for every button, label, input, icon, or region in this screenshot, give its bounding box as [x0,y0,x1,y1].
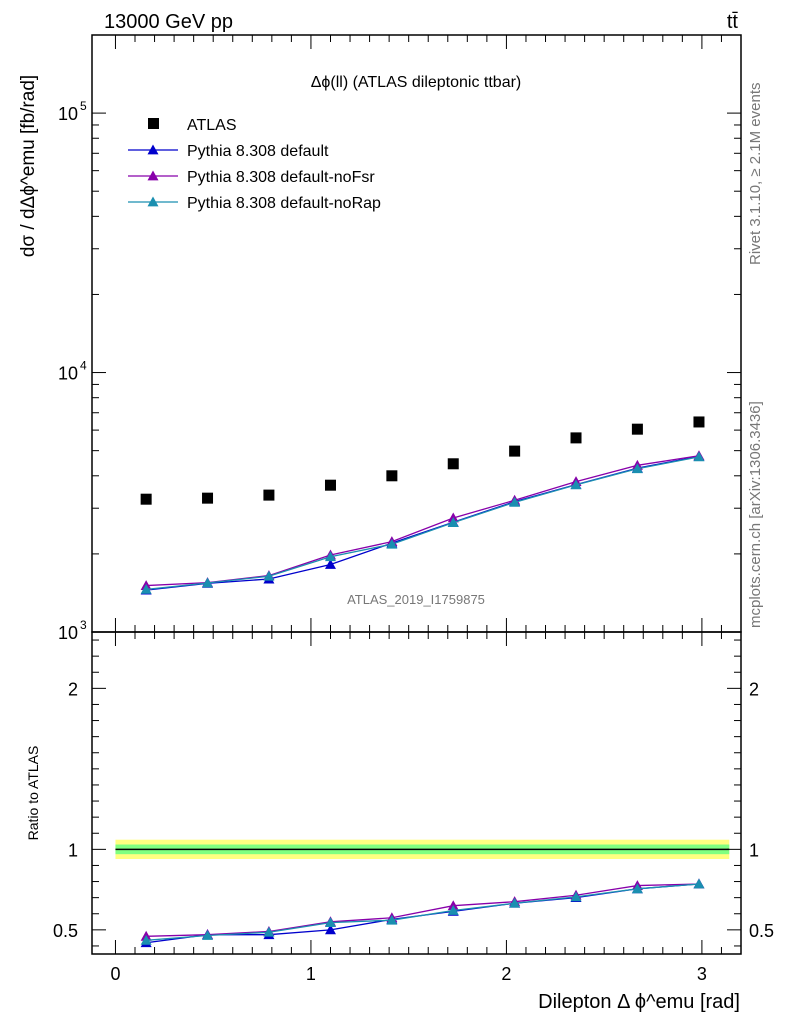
legend-marker [147,196,159,207]
data-point-atlas [386,470,398,482]
main-title: Δϕ(ll) (ATLAS dileptonic ttbar) [311,74,522,91]
energy-label: 13000 GeV pp [104,11,233,33]
data-point-atlas [631,423,643,435]
data-point-mc [140,583,152,594]
data-point-atlas [509,445,521,457]
ratio-y-tick-label-right: 1 [749,840,759,860]
ratio-y-tick-label: 0.5 [53,921,78,941]
data-point-atlas [570,432,582,444]
legend-label: Pythia 8.308 default-noRap [187,195,381,212]
mcplots-info: mcplots.cern.ch [arXiv:1306.3436] [747,401,764,628]
ratio-data-point [693,878,705,889]
ratio-data-point [140,934,152,945]
ratio-bands [115,839,730,860]
ratio-data-point [509,897,521,908]
data-point-mc [693,451,705,462]
legend-label: Pythia 8.308 default [187,143,329,160]
ratio-y-label: Ratio to ATLAS [25,746,41,841]
y-tick-label: 10 [58,364,78,384]
data-point-mc [324,551,336,562]
data-point-atlas [263,489,275,501]
legend-label: Pythia 8.308 default-noFsr [187,169,375,186]
data-point-mc [509,496,521,507]
data-point-atlas [693,416,705,428]
y-tick-label: 10 [58,104,78,124]
ratio-data-point [447,905,459,915]
data-point-mc [202,577,214,588]
ratio-series [140,878,705,948]
ratio-axis-ticks: 0.5 0.5 1 1 2 2 0 1 2 3 [53,632,774,984]
data-point-atlas [140,493,152,505]
x-axis-label: Dilepton Δ ϕ^emu [rad] [538,991,740,1013]
ratio-data-point [324,924,336,935]
ratio-series-line [146,883,700,941]
series-line [146,456,700,591]
ratio-y-tick-label: 1 [68,840,78,860]
ratio-data-point [202,929,214,940]
x-tick-label: 1 [306,964,316,984]
y-tick-exponent: 3 [80,618,87,632]
data-point-mc [263,570,275,581]
rivet-info: Rivet 3.1.10, ≥ 2.1M events [747,83,764,266]
x-tick-label: 0 [110,964,120,984]
y-axis-label: dσ / dΔϕ^emu [fb/rad] [18,75,39,257]
process-label: tt̄ [727,11,739,33]
data-point-mc [447,517,459,528]
y-tick-exponent: 4 [80,359,87,373]
data-point-mc [386,538,398,549]
legend-marker [147,144,159,155]
ratio-data-point [263,926,275,937]
legend-label: ATLAS [187,117,237,134]
ratio-frame [91,631,742,955]
ratio-data-point [631,883,643,894]
ratio-data-point [386,914,398,925]
ratio-y-tick-label-right: 0.5 [749,921,774,941]
data-point-mc [631,463,643,474]
ratio-data-point [570,891,582,902]
data-point-atlas [202,492,214,504]
x-tick-label: 2 [501,964,511,984]
legend-marker [147,170,159,181]
ratio-panel: 0.5 0.5 1 1 2 2 0 1 2 3 Ratio to ATLAS Dilepton Δ… [25,631,774,1013]
data-point-atlas [447,458,459,470]
y-tick-label: 10 [58,623,78,643]
ratio-series-line [146,883,699,937]
data-point-atlas [324,479,336,491]
data-point-mc [324,559,336,569]
x-tick-label: 3 [697,964,707,984]
series-line [146,455,700,587]
ratio-y-tick-label-right: 2 [749,679,759,699]
y-tick-exponent: 5 [80,99,87,113]
main-series [140,416,705,595]
legend: ATLAS Pythia 8.308 default Pythia 8.308 de… [128,117,381,212]
ratio-data-point [324,917,336,928]
series-line [146,455,700,591]
watermark: ATLAS_2019_I1759875 [347,592,485,607]
data-point-mc [570,479,582,490]
ratio-y-tick-label: 2 [68,679,78,699]
legend-marker [148,118,159,129]
